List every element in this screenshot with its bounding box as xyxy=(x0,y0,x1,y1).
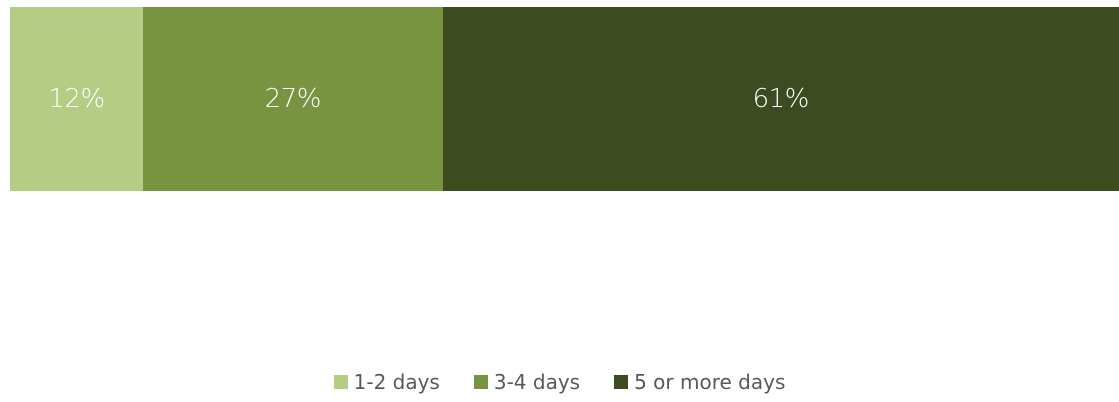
legend-swatch-2 xyxy=(473,375,488,389)
legend-label-1: 1-2 days xyxy=(353,370,440,394)
data-label-2: 27% xyxy=(264,84,322,114)
legend-swatch-3 xyxy=(614,375,629,389)
bar-track: 12% 27% 61% xyxy=(10,7,1119,191)
bar-segment-1: 12% xyxy=(10,7,144,191)
data-label-3: 61% xyxy=(752,84,810,114)
bar-segment-2: 27% xyxy=(143,7,443,191)
legend-item-2: 3-4 days xyxy=(473,370,581,394)
legend-swatch-1 xyxy=(333,375,348,389)
legend-label-3: 5 or more days xyxy=(634,370,786,394)
legend-item-1: 1-2 days xyxy=(333,370,440,394)
legend-item-3: 5 or more days xyxy=(614,370,785,394)
bar-segment-3: 61% xyxy=(442,7,1119,191)
data-label-1: 12% xyxy=(48,84,105,114)
legend-label-2: 3-4 days xyxy=(493,370,581,394)
legend: 1-2 days 3-4 days 5 or more days xyxy=(0,370,1119,394)
